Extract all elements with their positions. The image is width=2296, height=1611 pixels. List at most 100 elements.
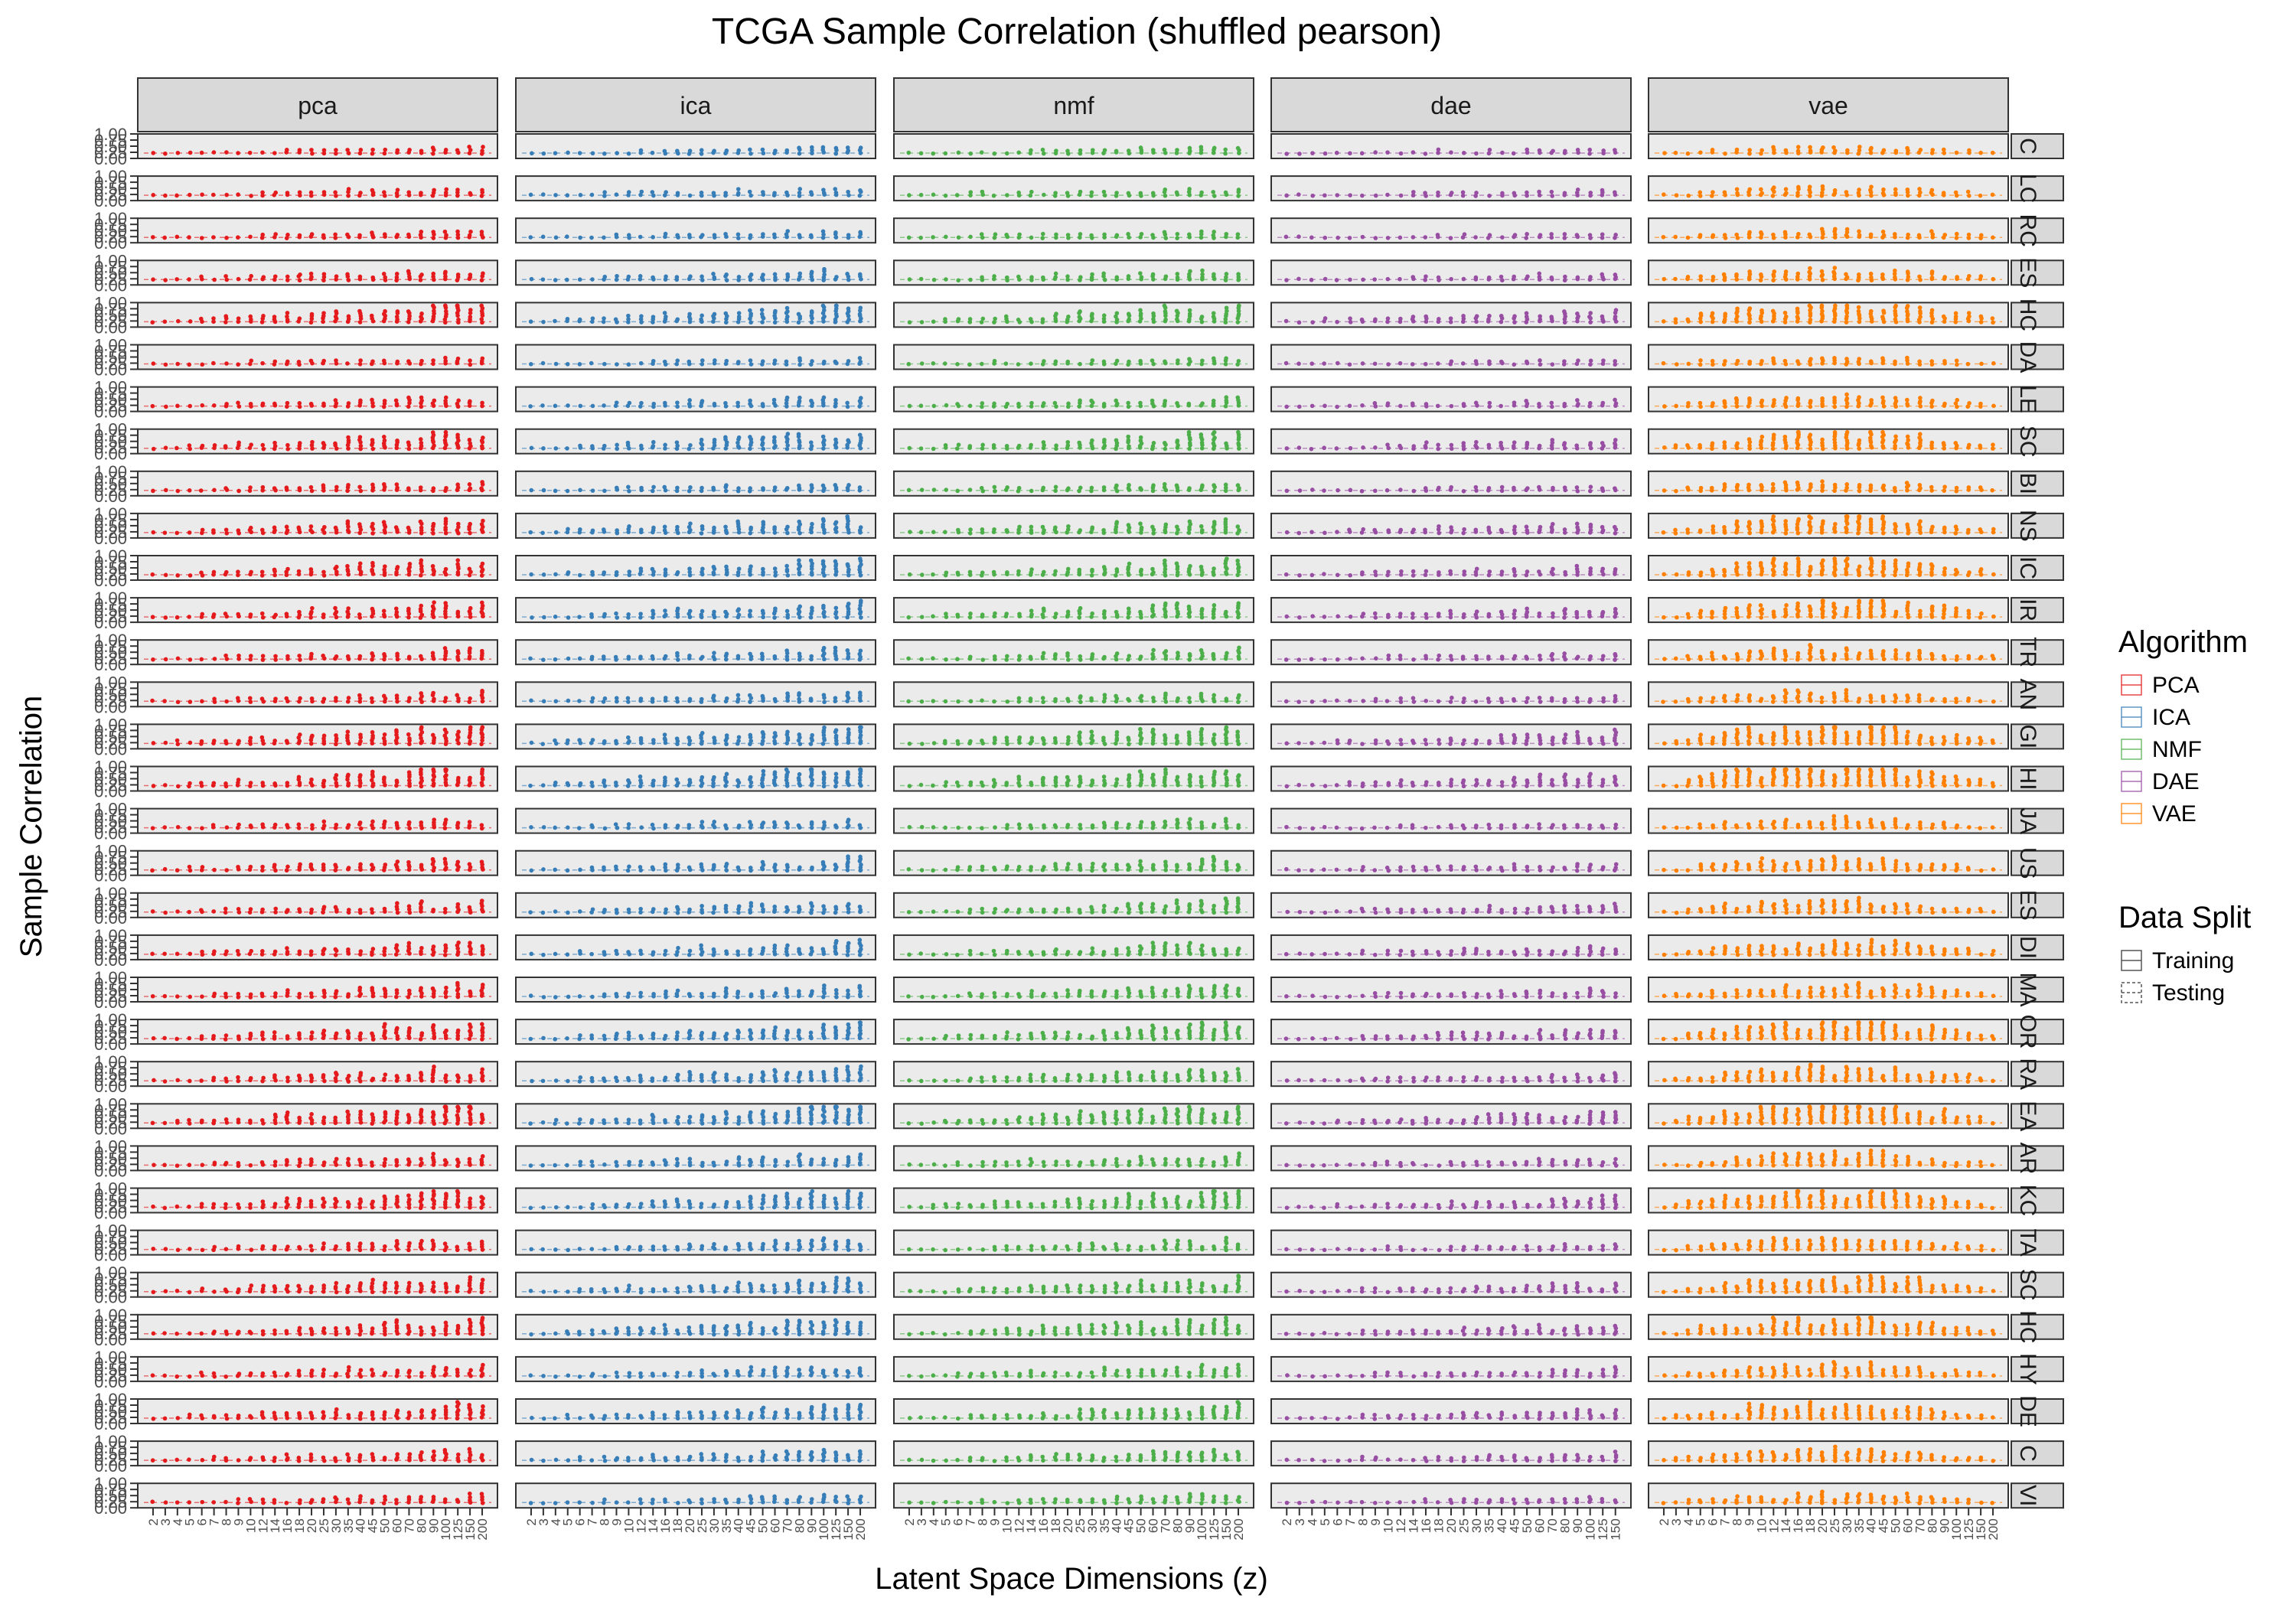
data-point bbox=[1844, 482, 1849, 487]
data-point bbox=[431, 605, 435, 609]
facet-panel bbox=[516, 260, 876, 285]
facet-panel bbox=[1649, 640, 2008, 664]
data-point bbox=[150, 320, 155, 324]
data-point bbox=[1474, 359, 1479, 364]
data-point bbox=[1833, 522, 1838, 527]
data-point bbox=[1500, 654, 1505, 659]
data-point bbox=[735, 401, 740, 406]
data-point bbox=[431, 651, 435, 656]
data-point bbox=[1978, 485, 1983, 490]
data-point bbox=[1066, 567, 1071, 572]
data-point bbox=[1600, 232, 1605, 236]
data-point bbox=[1323, 277, 1328, 282]
data-point bbox=[468, 522, 472, 527]
data-point bbox=[785, 229, 790, 233]
data-point bbox=[1077, 568, 1081, 572]
data-point bbox=[456, 318, 461, 322]
data-point bbox=[1808, 520, 1812, 524]
data-point bbox=[1525, 525, 1529, 530]
data-point bbox=[944, 657, 948, 662]
data-point bbox=[1016, 275, 1021, 279]
data-point bbox=[748, 446, 752, 451]
data-point bbox=[1538, 233, 1543, 237]
data-point bbox=[347, 187, 351, 191]
data-point bbox=[1906, 612, 1910, 617]
data-point bbox=[1163, 482, 1167, 487]
data-point bbox=[772, 191, 777, 195]
data-point bbox=[1298, 488, 1303, 493]
data-point bbox=[1868, 430, 1873, 435]
data-point bbox=[419, 272, 424, 277]
data-point bbox=[1711, 190, 1715, 194]
data-point bbox=[785, 609, 790, 614]
data-point bbox=[1685, 443, 1690, 448]
data-point bbox=[1349, 320, 1353, 324]
data-point bbox=[712, 655, 716, 660]
data-point bbox=[859, 396, 863, 400]
data-point bbox=[931, 447, 936, 452]
data-point bbox=[1869, 233, 1874, 237]
data-point bbox=[992, 570, 996, 575]
data-point bbox=[906, 615, 911, 620]
data-point bbox=[1115, 359, 1120, 364]
data-point bbox=[308, 528, 313, 533]
data-point bbox=[736, 607, 741, 611]
data-point bbox=[333, 442, 338, 446]
data-point bbox=[174, 235, 179, 240]
data-point bbox=[334, 398, 338, 403]
data-point bbox=[1613, 272, 1618, 277]
data-point bbox=[1449, 277, 1453, 282]
data-point bbox=[1525, 360, 1529, 364]
data-point bbox=[1869, 648, 1874, 653]
data-point bbox=[822, 439, 827, 443]
data-point bbox=[1041, 317, 1045, 321]
facet-row-label: RC bbox=[2015, 214, 2040, 247]
data-point bbox=[737, 566, 742, 571]
y-tick-label: 1.00 bbox=[94, 546, 127, 566]
data-point bbox=[1310, 614, 1315, 618]
data-point bbox=[627, 655, 631, 660]
data-point bbox=[908, 446, 912, 451]
data-point bbox=[1955, 236, 1959, 240]
data-point bbox=[455, 148, 460, 152]
data-point bbox=[1551, 652, 1555, 657]
data-point bbox=[1437, 486, 1441, 491]
data-point bbox=[1881, 559, 1886, 564]
facet-panel bbox=[894, 302, 1254, 327]
data-point bbox=[919, 151, 924, 155]
data-point bbox=[1199, 145, 1204, 149]
data-point bbox=[737, 275, 742, 279]
data-point bbox=[322, 190, 327, 194]
data-point bbox=[1322, 361, 1326, 366]
data-point bbox=[1833, 266, 1838, 270]
data-point bbox=[1005, 570, 1009, 575]
data-point bbox=[1772, 647, 1776, 651]
data-point bbox=[797, 570, 802, 575]
data-point bbox=[1869, 276, 1874, 280]
data-point bbox=[248, 151, 253, 155]
data-point bbox=[1613, 531, 1618, 536]
data-point bbox=[1967, 148, 1971, 153]
data-point bbox=[175, 615, 180, 620]
data-point bbox=[309, 148, 314, 152]
data-point bbox=[443, 356, 448, 360]
data-point bbox=[1424, 569, 1429, 574]
data-point bbox=[309, 610, 314, 615]
data-point bbox=[1772, 432, 1776, 437]
data-point bbox=[1151, 191, 1156, 196]
data-point bbox=[370, 522, 375, 527]
data-point bbox=[615, 151, 619, 155]
data-point bbox=[1893, 444, 1897, 448]
data-point bbox=[1954, 191, 1958, 195]
data-point bbox=[1760, 148, 1764, 153]
data-point bbox=[1722, 654, 1727, 659]
data-point bbox=[651, 526, 656, 530]
data-point bbox=[1163, 194, 1168, 198]
data-point bbox=[481, 271, 485, 276]
data-point bbox=[1437, 148, 1441, 152]
data-point bbox=[1906, 651, 1911, 656]
data-point bbox=[1562, 236, 1567, 240]
data-point bbox=[700, 399, 705, 403]
data-point bbox=[200, 151, 204, 155]
data-point bbox=[1297, 445, 1302, 450]
